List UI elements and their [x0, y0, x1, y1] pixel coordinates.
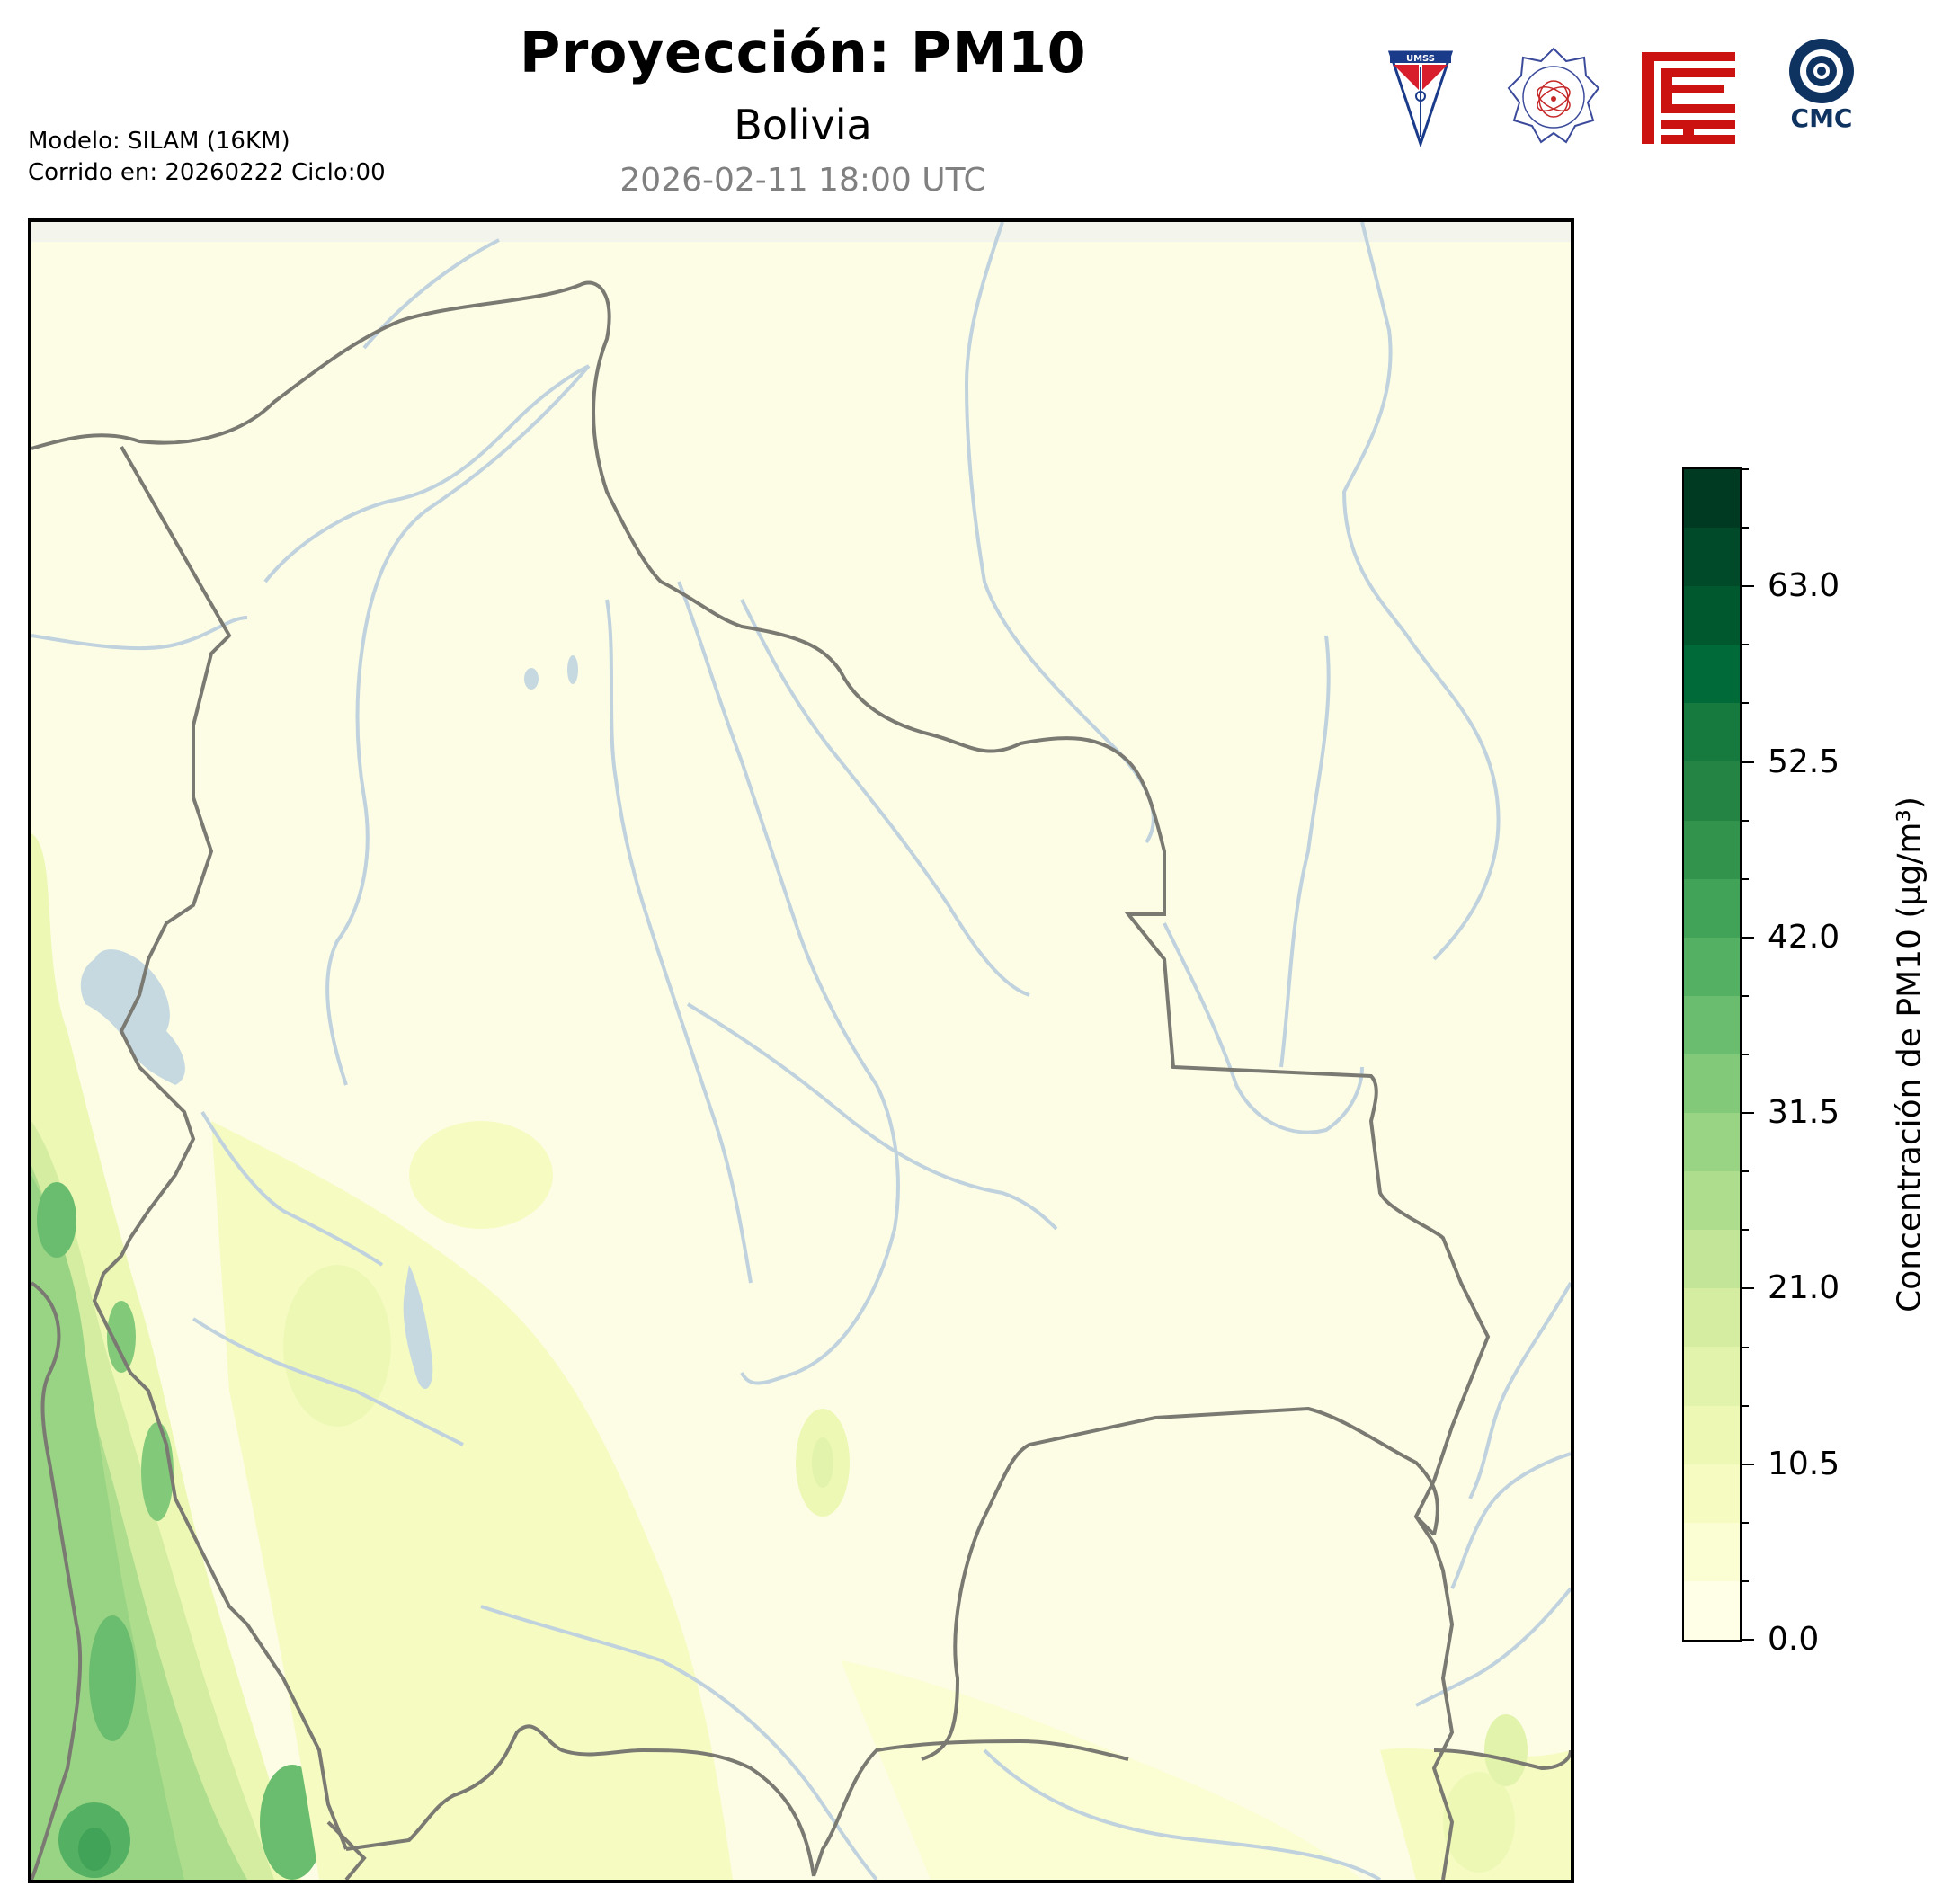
colorbar-tick [1742, 1054, 1749, 1055]
colorbar-tick-label: 52.5 [1768, 743, 1840, 780]
colorbar-tick [1742, 819, 1749, 822]
colorbar-tick [1742, 644, 1749, 646]
colorbar-tick [1742, 1579, 1749, 1582]
run-info: Modelo: SILAM (16KM) Corrido en: 2026022… [28, 126, 386, 189]
colorbar-tick [1742, 585, 1754, 588]
colorbar-segment [1684, 528, 1740, 587]
cmc-umss-logo: CMC [1780, 36, 1863, 153]
rivers-layer [31, 222, 1571, 1880]
map-canvas [31, 222, 1571, 1880]
model-label: Modelo: SILAM (16KM) [28, 128, 290, 155]
colorbar-tick [1742, 994, 1749, 997]
colorbar-segment [1684, 878, 1740, 938]
colorbar-tick [1742, 1463, 1754, 1465]
umss-logo-text: UMSS [1406, 54, 1435, 64]
colorbar-tick [1742, 1404, 1749, 1407]
forecast-datetime: 2026-02-11 18:00 UTC [619, 162, 986, 199]
faculty-emblem-logo [1642, 52, 1735, 144]
map-top-margin [31, 222, 1571, 242]
colorbar-segment [1684, 1113, 1740, 1172]
colorbar-segment [1684, 1405, 1740, 1464]
cmc-logo-text: CMC [1790, 103, 1853, 133]
colorbar-segment [1684, 586, 1740, 645]
colorbar-label: Concentración de PM10 (µg/m³) [1891, 796, 1929, 1312]
colorbar [1682, 467, 1742, 1642]
colorbar-segment [1684, 820, 1740, 879]
colorbar-segment [1684, 1580, 1740, 1640]
colorbar-segment [1684, 761, 1740, 821]
map-title: Proyección: PM10 [519, 20, 1087, 85]
colorbar-tick [1742, 1639, 1754, 1641]
cmc-gear-icon [1789, 39, 1854, 103]
colorbar-segment [1684, 995, 1740, 1054]
lakes-layer [80, 655, 578, 1390]
colorbar-tick-label: 31.5 [1768, 1094, 1840, 1132]
umss-shield-logo: UMSS [1387, 50, 1454, 147]
colorbar-segment [1684, 1054, 1740, 1114]
map-background [31, 222, 1571, 1880]
colorbar-segment [1684, 1171, 1740, 1231]
colorbar-tick-label: 63.0 [1768, 567, 1840, 605]
colorbar-segment [1684, 1522, 1740, 1581]
pm10-map[interactable] [28, 218, 1574, 1883]
colorbar-tick [1742, 1112, 1754, 1115]
colorbar-segment [1684, 469, 1740, 529]
country-borders-layer [31, 280, 1571, 1880]
colorbar-segment [1684, 1230, 1740, 1289]
colorbar-tick [1742, 527, 1749, 529]
colorbar-segment [1684, 937, 1740, 996]
colorbar-tick [1742, 1521, 1749, 1524]
colorbar-tick [1742, 877, 1749, 880]
colorbar-tick [1742, 936, 1754, 939]
map-subtitle: Bolivia [734, 101, 872, 149]
physics-department-seal-logo [1507, 47, 1600, 144]
colorbar-segment [1684, 1464, 1740, 1523]
colorbar-segment [1684, 1288, 1740, 1348]
colorbar-tick [1742, 1346, 1749, 1348]
colorbar-segment [1684, 645, 1740, 704]
pm10-concentration-field [31, 833, 1571, 1880]
colorbar-tick-label: 0.0 [1768, 1621, 1820, 1658]
colorbar-tick [1742, 468, 1749, 470]
colorbar-tick-label: 42.0 [1768, 918, 1840, 956]
colorbar-tick [1742, 702, 1749, 705]
colorbar-tick-label: 21.0 [1768, 1269, 1840, 1307]
lake-poopo [403, 1265, 433, 1390]
colorbar-tick [1742, 1287, 1754, 1290]
colorbar-tick-label: 10.5 [1768, 1445, 1840, 1482]
colorbar-tick [1742, 1170, 1749, 1173]
colorbar-tick [1742, 1229, 1749, 1232]
run-label: Corrido en: 20260222 Ciclo:00 [28, 159, 386, 186]
lake-titicaca [80, 949, 185, 1085]
colorbar-tick [1742, 761, 1754, 763]
colorbar-segment [1684, 703, 1740, 762]
colorbar-segment [1684, 1347, 1740, 1406]
